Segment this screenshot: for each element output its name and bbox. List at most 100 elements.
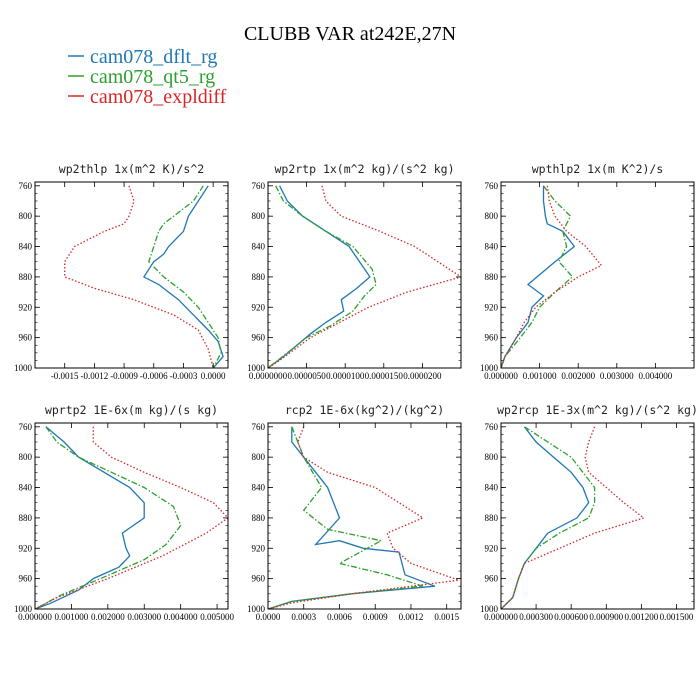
- y-tick-label: 920: [485, 543, 499, 553]
- y-tick-label: 800: [485, 211, 499, 221]
- x-tick-label: 0.0000200: [403, 371, 442, 381]
- panel: wp2thlp 1x(m^2 K)/s^2 760 800 840 880 920 960 1…: [14, 162, 229, 381]
- legend: cam078_dflt_rg cam078_qt5_rg cam078_expl…: [68, 46, 227, 108]
- y-tick-label: 1000: [14, 604, 33, 614]
- legend-entry: cam078_expldiff: [68, 86, 227, 108]
- x-tick-label: 0.0000: [201, 371, 226, 381]
- x-tick-label: 0.000000: [484, 612, 518, 622]
- panel-title: wp2rtp 1x(m^2 kg)/(s^2 kg): [274, 162, 454, 176]
- x-tick-label: 0.000300: [519, 612, 553, 622]
- x-tick-label: 0.0000150: [365, 371, 404, 381]
- panel: wp2rcp 1E-3x(m^2 kg)/(s^2 kg) 760 800 840 88…: [480, 403, 698, 622]
- legend-entry: cam078_qt5_rg: [68, 66, 215, 88]
- plot-frame: [267, 181, 462, 369]
- y-tick-label: 840: [252, 483, 266, 493]
- series-line-cam078_dflt_rg: [501, 426, 590, 609]
- y-tick-label: 840: [19, 483, 33, 493]
- y-tick-label: 960: [485, 333, 499, 343]
- x-tick-label: -0.0003: [170, 371, 198, 381]
- plot-frame: [34, 181, 229, 369]
- x-tick-label: 0.0000000: [249, 371, 288, 381]
- y-tick-label: 880: [485, 513, 499, 523]
- x-tick-label: 0.0000050: [287, 371, 326, 381]
- y-tick-label: 880: [19, 272, 33, 282]
- y-tick-label: 960: [19, 574, 33, 584]
- x-tick-label: -0.0006: [140, 371, 168, 381]
- x-tick-label: -0.0015: [51, 371, 79, 381]
- x-tick-label: 0.0003: [291, 612, 316, 622]
- series-line-cam078_dflt_rg: [35, 426, 145, 609]
- legend-entry: cam078_dflt_rg: [68, 46, 217, 68]
- y-tick-label: 920: [485, 302, 499, 312]
- x-tick-label: -0.0012: [81, 371, 109, 381]
- legend-label-dflt: cam078_dflt_rg: [90, 46, 217, 68]
- y-tick-label: 920: [252, 302, 266, 312]
- panel-title: wprtp2 1E-6x(m kg)/(s kg): [45, 403, 218, 417]
- series-line-cam078_qt5_rg: [268, 185, 377, 368]
- x-tick-label: 0.004000: [639, 371, 673, 381]
- panel: wpthlp2 1x(m K^2)/s 760 800 840 880 920 960 100…: [480, 162, 695, 381]
- x-tick-label: 0.003000: [600, 371, 634, 381]
- y-tick-label: 960: [19, 333, 33, 343]
- y-tick-label: 840: [252, 242, 266, 252]
- y-tick-label: 960: [485, 574, 499, 584]
- y-tick-label: 760: [252, 422, 266, 432]
- y-tick-label: 800: [252, 211, 266, 221]
- series-line-cam078_expldiff: [501, 426, 646, 609]
- x-tick-label: 0.000000: [484, 371, 518, 381]
- y-tick-label: 800: [485, 452, 499, 462]
- series-line-cam078_qt5_rg: [35, 426, 182, 609]
- panel-title: rcp2 1E-6x(kg^2)/(kg^2): [285, 403, 444, 417]
- y-tick-label: 1000: [480, 363, 499, 373]
- panel-title: wp2rcp 1E-3x(m^2 kg)/(s^2 kg): [497, 403, 698, 417]
- x-tick-label: 0.000900: [589, 612, 623, 622]
- x-tick-label: 0.0000: [256, 612, 281, 622]
- panel: wp2rtp 1x(m^2 kg)/(s^2 kg) 760 800 840 880 92…: [247, 162, 462, 381]
- y-tick-label: 920: [19, 543, 33, 553]
- y-tick-label: 920: [252, 543, 266, 553]
- y-tick-label: 760: [485, 422, 499, 432]
- panel-grid: wp2thlp 1x(m^2 K)/s^2 760 800 840 880 920 960 1…: [14, 162, 698, 622]
- y-tick-label: 760: [252, 181, 266, 191]
- y-tick-label: 840: [485, 483, 499, 493]
- series-line-cam078_qt5_rg: [148, 185, 222, 368]
- series-line-cam078_qt5_rg: [268, 426, 424, 609]
- x-tick-label: 0.002000: [561, 371, 595, 381]
- x-tick-label: 0.0009: [363, 612, 388, 622]
- panel-title: wpthlp2 1x(m K^2)/s: [532, 162, 664, 176]
- x-tick-label: 0.004000: [164, 612, 198, 622]
- y-tick-label: 1000: [247, 363, 266, 373]
- x-tick-label: 0.0000100: [326, 371, 365, 381]
- series-line-cam078_expldiff: [501, 185, 603, 368]
- x-tick-label: 0.005000: [200, 612, 234, 622]
- x-tick-label: 0.001000: [55, 612, 89, 622]
- y-tick-label: 960: [252, 333, 266, 343]
- x-tick-label: 0.003000: [127, 612, 161, 622]
- x-tick-label: 0.002000: [91, 612, 125, 622]
- y-tick-label: 880: [19, 513, 33, 523]
- y-tick-label: 1000: [480, 604, 499, 614]
- y-tick-label: 880: [485, 272, 499, 282]
- figure-title: CLUBB VAR at242E,27N: [244, 23, 456, 45]
- panel: wprtp2 1E-6x(m kg)/(s kg) 760 800 840 880 920…: [14, 403, 234, 622]
- x-tick-label: 0.0012: [399, 612, 424, 622]
- x-tick-label: -0.0009: [110, 371, 138, 381]
- y-tick-label: 800: [19, 211, 33, 221]
- x-tick-label: 0.001200: [624, 612, 658, 622]
- panel: rcp2 1E-6x(kg^2)/(kg^2) 760 800 840 880 920 96…: [247, 403, 462, 622]
- y-tick-label: 920: [19, 302, 33, 312]
- series-line-cam078_expldiff: [268, 426, 459, 609]
- y-tick-label: 760: [485, 181, 499, 191]
- series-line-cam078_expldiff: [268, 185, 461, 368]
- plot-frame: [34, 422, 229, 610]
- plot-frame: [500, 422, 695, 610]
- plot-frame: [267, 422, 462, 610]
- y-tick-label: 880: [252, 272, 266, 282]
- y-tick-label: 840: [19, 242, 33, 252]
- series-line-cam078_qt5_rg: [501, 426, 596, 609]
- x-tick-label: 0.000000: [18, 612, 52, 622]
- y-tick-label: 880: [252, 513, 266, 523]
- plot-frame: [500, 181, 695, 369]
- y-tick-label: 800: [252, 452, 266, 462]
- y-tick-label: 800: [19, 452, 33, 462]
